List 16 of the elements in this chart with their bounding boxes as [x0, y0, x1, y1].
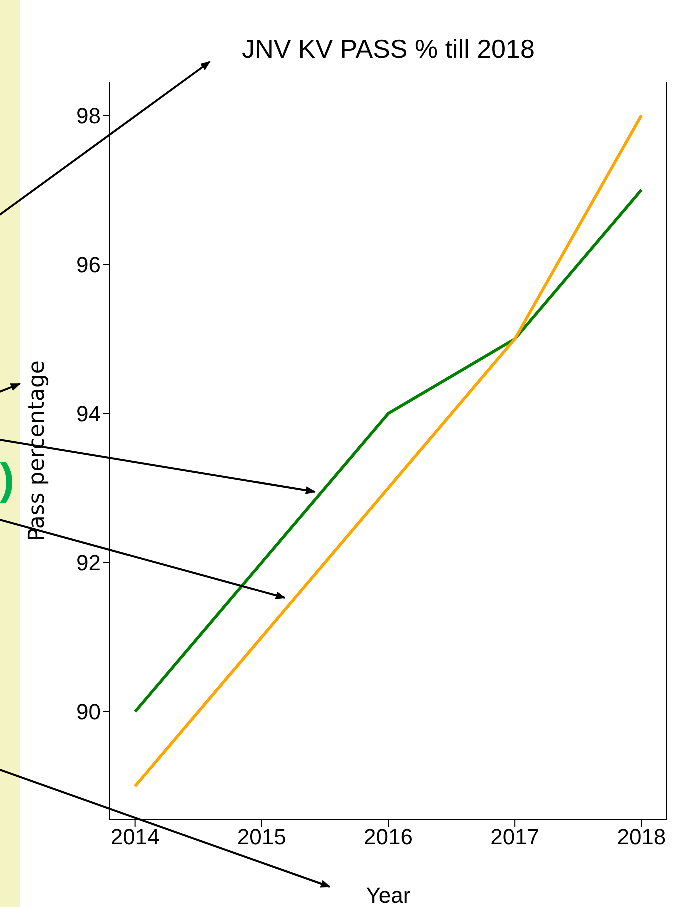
x-tick-label: 2015 — [237, 824, 286, 850]
y-tick-label: 98 — [76, 103, 101, 128]
y-tick-label: 92 — [76, 550, 101, 576]
x-axis-title: Year — [366, 883, 411, 907]
line-series — [134, 188, 644, 714]
x-tick-label: 2017 — [490, 824, 540, 850]
x-tick-label: 2014 — [110, 824, 160, 850]
y-tick-label: 96 — [76, 252, 101, 278]
y-axis-title: Pass percentage — [24, 360, 50, 542]
line-series — [134, 114, 644, 788]
x-tick-label: 2018 — [617, 824, 666, 850]
y-tick-label: 94 — [76, 402, 101, 427]
y-tick-label: 90 — [76, 700, 101, 725]
text: ) — [0, 455, 15, 505]
x-tick-label: 2016 — [364, 824, 413, 850]
chart-title: JNV KV PASS % till 2018 — [241, 34, 536, 65]
